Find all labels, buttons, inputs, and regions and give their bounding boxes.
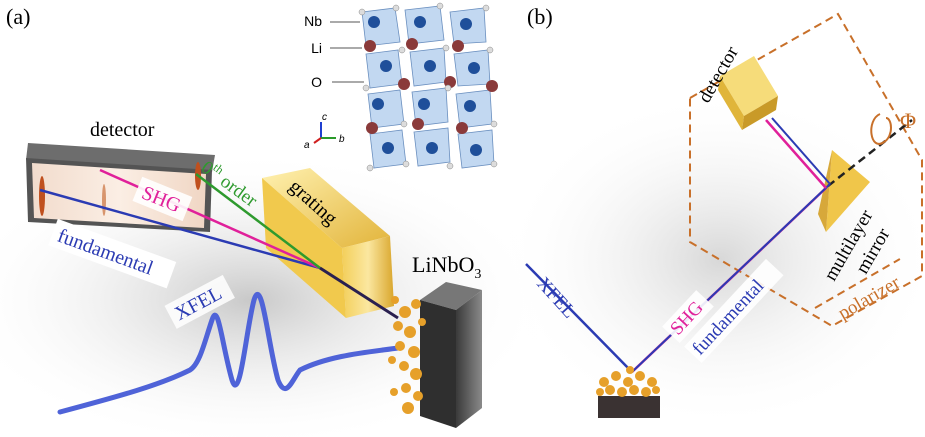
shg-to-detector <box>765 119 827 189</box>
fundamental-beam-a <box>39 188 321 270</box>
axis-triad: c b a <box>304 112 345 151</box>
phi-label: Φ <box>900 108 916 133</box>
shg-beam-a <box>99 168 321 270</box>
fundamental-beam-b <box>631 183 831 373</box>
fundamental-to-detector <box>771 117 831 185</box>
crystal-li-label: Li <box>311 40 322 56</box>
sample-crystal-a <box>388 296 426 414</box>
polarizer-box <box>689 12 923 328</box>
zeroth-order-beam <box>195 173 321 269</box>
sample-slab-a <box>420 282 482 428</box>
axis-b-label: b <box>339 134 345 145</box>
incident-beam-a <box>319 266 399 320</box>
detector-a <box>26 143 215 232</box>
crystal-nb-label: Nb <box>304 13 322 29</box>
sample-b <box>596 366 660 418</box>
detector-a-label: detector <box>90 119 155 141</box>
grating <box>262 168 394 318</box>
crystal-o-label: O <box>311 74 322 90</box>
panel-b-label: (b) <box>527 4 553 29</box>
panel-a: (a) detector grating SHG <box>0 2 550 437</box>
sample-label-a: LiNbO3 <box>412 252 481 282</box>
multilayer-mirror <box>818 150 870 232</box>
axis-a-label: a <box>304 140 310 151</box>
rotation-axis <box>827 119 913 187</box>
detector-b <box>718 56 778 130</box>
xfel-wave-a <box>57 291 401 415</box>
crystal-inset: Nb Li O c b a <box>304 2 498 172</box>
panel-a-label: (a) <box>6 4 30 29</box>
axis-c-label: c <box>322 112 327 123</box>
xfel-beam-b <box>525 263 633 373</box>
rotation-arrow <box>870 113 892 145</box>
panel-b: (b) polarizer detector multilayer mirror… <box>500 4 925 430</box>
